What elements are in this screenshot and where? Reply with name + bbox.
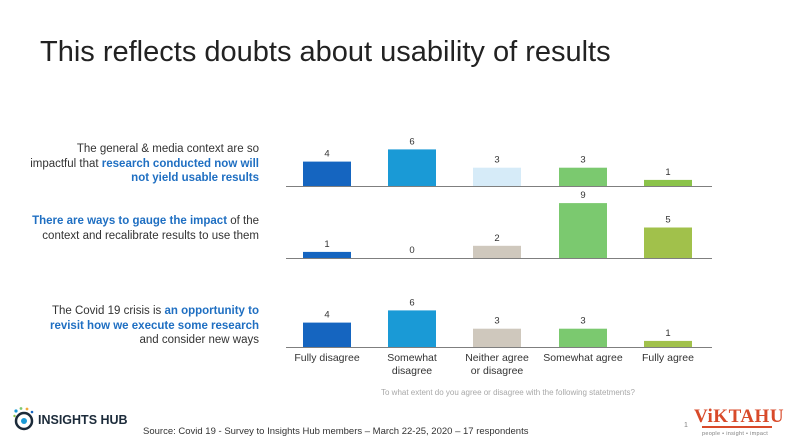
bar-label-row3-4: 3	[580, 316, 585, 327]
category-label-1: Fully disagree	[294, 352, 360, 364]
bar-row2-5	[644, 227, 692, 258]
bar-label-row3-2: 6	[409, 297, 414, 308]
bar-label-row1-1: 4	[324, 149, 329, 160]
bar-row3-5	[644, 340, 692, 347]
statement-3-part-2: an opportunity to revisit how we execute…	[49, 305, 259, 332]
bar-label-row1-3: 3	[494, 155, 499, 166]
bar-label-row1-4: 3	[580, 155, 585, 166]
statement-3-part-1: The Covid 19 crisis is	[51, 305, 165, 317]
viktahu-logo: ViKTAHU people • insight • impact 1	[684, 406, 785, 442]
statement-2-part-2: of the context and recalibrate results t…	[42, 215, 259, 242]
bar-row1-1	[303, 161, 351, 186]
category-label-4: Somewhat agree	[543, 352, 623, 364]
bar-row2-4	[559, 203, 607, 258]
bar-row2-1	[303, 251, 351, 258]
statement-3-part-3: and consider new ways	[139, 334, 259, 346]
statement-1-part-1: The general & media context are so impac…	[30, 143, 259, 170]
bar-label-row1-5: 1	[665, 167, 670, 178]
bar-row1-3	[473, 167, 521, 186]
page-title: This reflects doubts about usability of …	[40, 36, 611, 68]
source-note: Source: Covid 19 - Survey to Insights Hu…	[143, 426, 529, 437]
bar-label-row2-3: 2	[494, 233, 499, 244]
bar-label-row2-2: 0	[409, 245, 414, 256]
statement-2-part-1: There are ways to gauge the impact	[32, 215, 228, 227]
insights-hub-logo-text: INSIGHTS HUB	[38, 413, 128, 427]
bar-row2-3	[473, 245, 521, 258]
viktahu-logo-text: ViKTAHU	[694, 406, 785, 427]
bar-label-row3-5: 1	[665, 328, 670, 339]
bar-row3-2	[388, 310, 436, 347]
insights-hub-logo: INSIGHTS HUB	[12, 404, 132, 438]
survey-question: To what extent do you agree or disagree …	[381, 388, 635, 397]
bar-row1-2	[388, 149, 436, 186]
category-label-5: Fully agree	[642, 352, 694, 364]
bar-row1-4	[559, 167, 607, 186]
bar-label-row3-3: 3	[494, 316, 499, 327]
bar-label-row3-1: 4	[324, 310, 329, 321]
viktahu-logo-tagline: people • insight • impact	[702, 431, 769, 437]
bar-label-row1-2: 6	[409, 136, 414, 147]
bar-label-row2-4: 9	[580, 190, 585, 201]
bar-label-row2-5: 5	[665, 215, 670, 226]
category-label-2: Somewhat disagree	[387, 352, 437, 377]
bar-row1-5	[644, 179, 692, 186]
page-number: 1	[684, 422, 688, 429]
insights-hub-logo-icon	[13, 407, 34, 431]
bar-label-row2-1: 1	[324, 239, 329, 250]
viktahu-logo-bar-icon	[702, 426, 772, 428]
bar-row3-3	[473, 328, 521, 347]
category-label-3: Neither agree or disagree	[465, 352, 529, 377]
statement-2: There are ways to gauge the impact of th…	[29, 214, 259, 243]
statement-1-part-2: research conducted now will not yield us…	[101, 157, 259, 185]
bar-row3-4	[559, 328, 607, 347]
statement-3: The Covid 19 crisis is an opportunity to…	[29, 304, 259, 348]
bar-row3-1	[303, 322, 351, 347]
statement-1: The general & media context are so impac…	[29, 142, 259, 186]
